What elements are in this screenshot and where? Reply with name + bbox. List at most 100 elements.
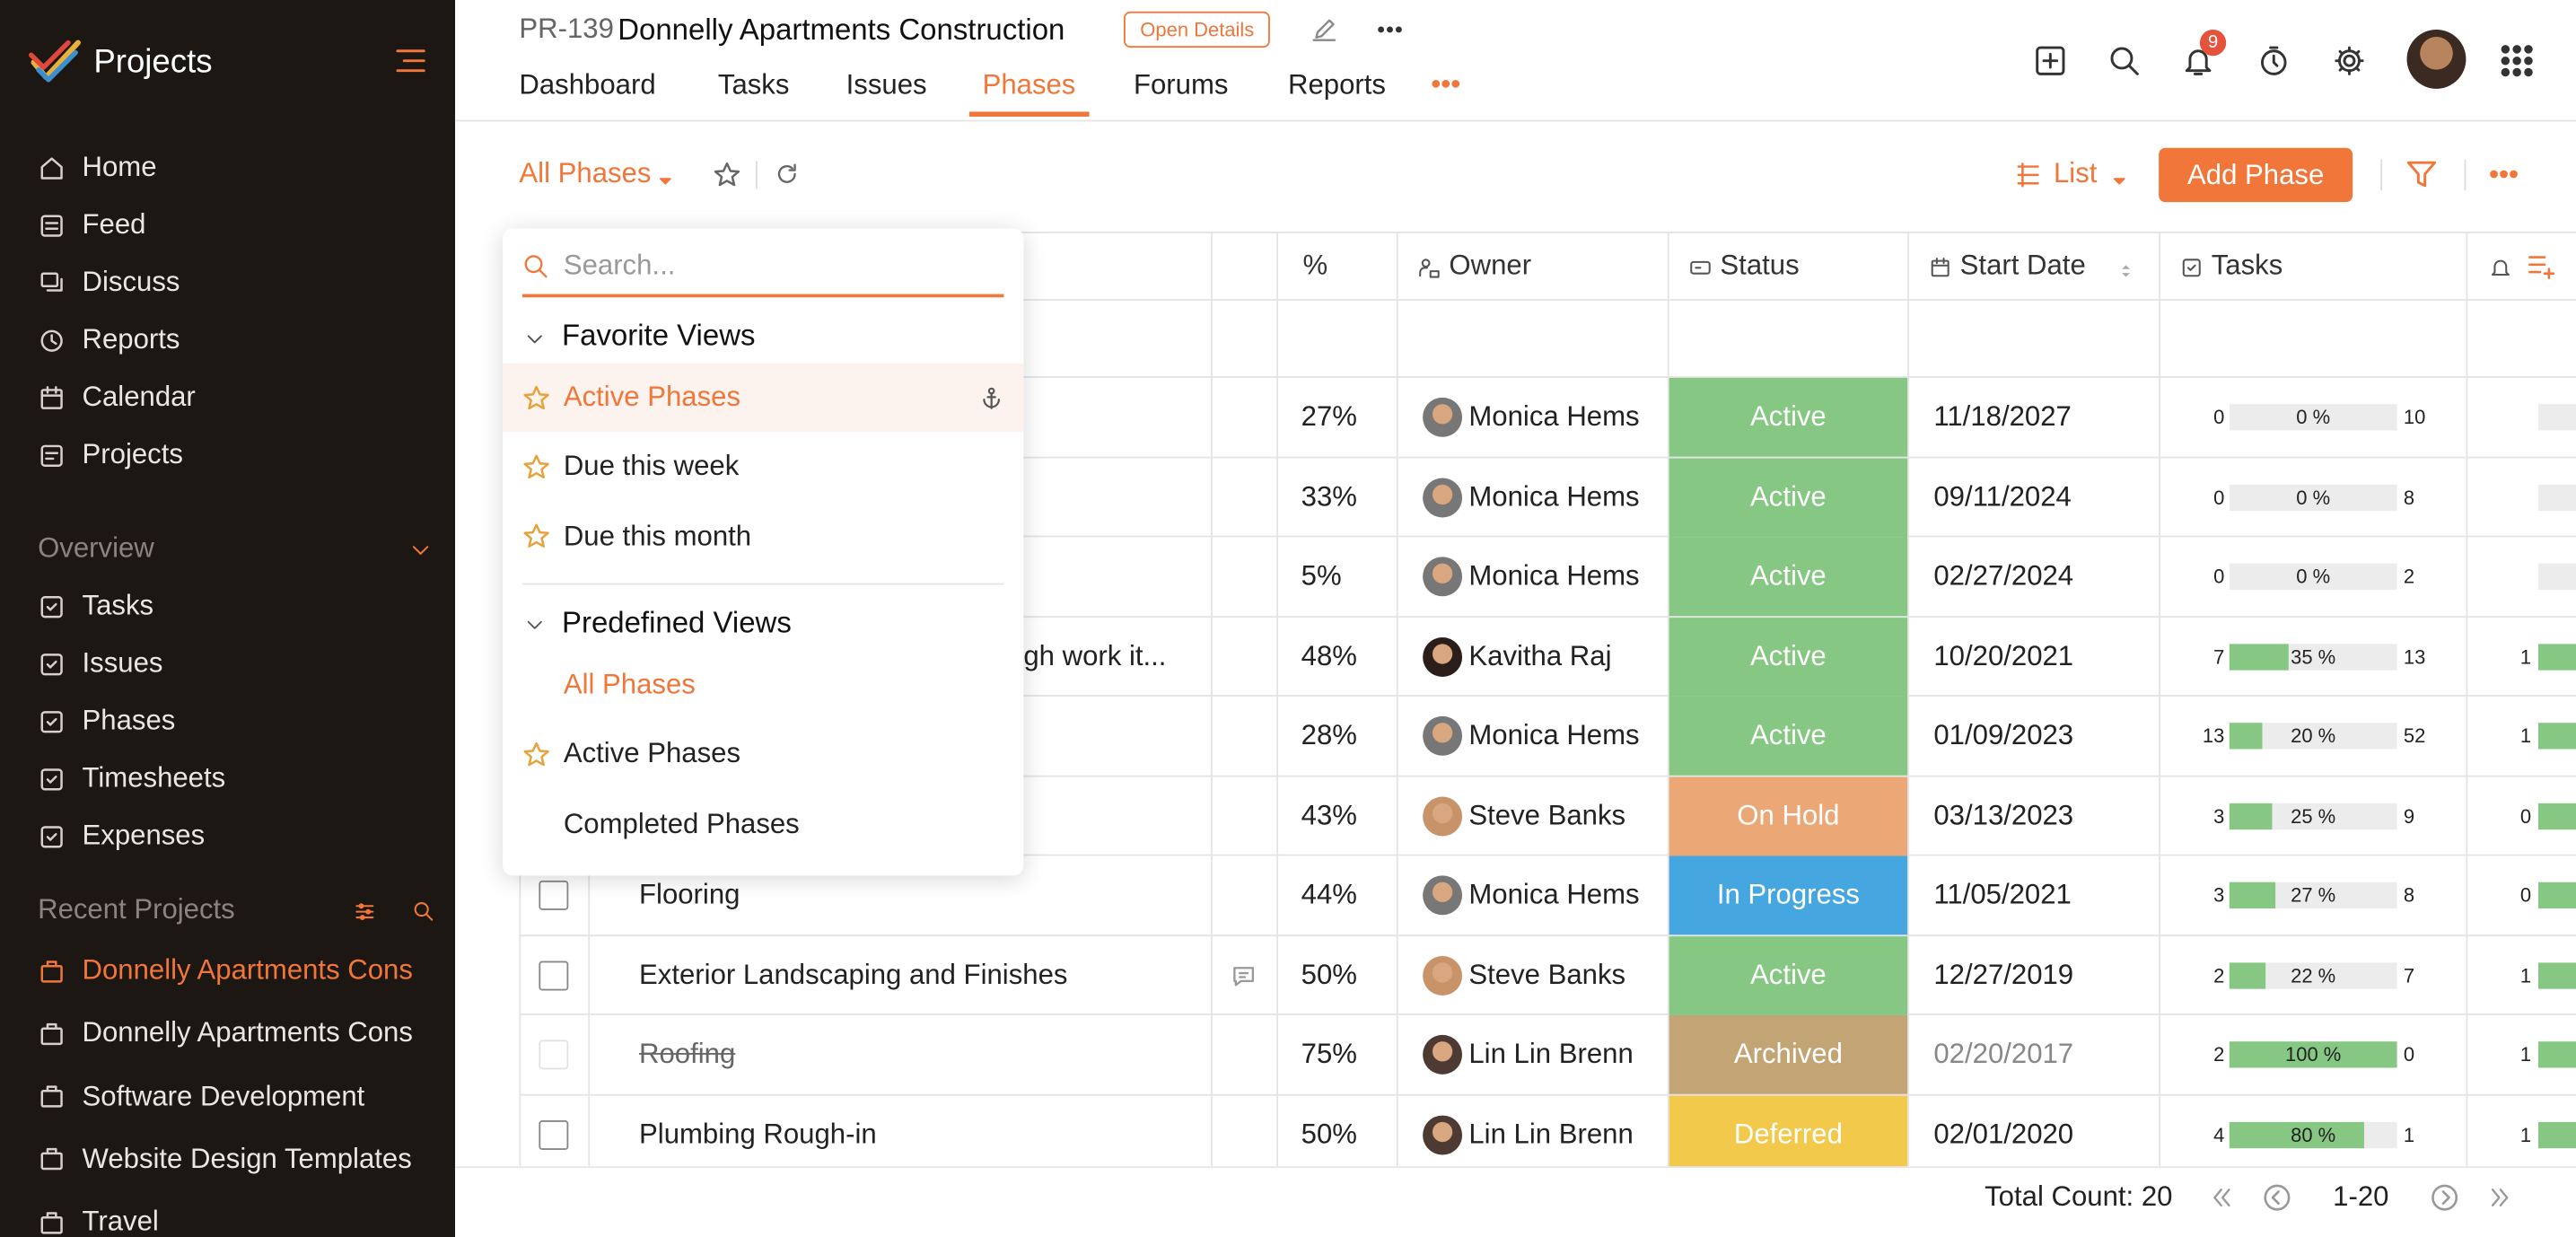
- add-icon[interactable]: [2034, 44, 2067, 77]
- refresh-icon[interactable]: [774, 161, 800, 187]
- star-icon[interactable]: [521, 741, 549, 768]
- view-selector[interactable]: All Phases: [519, 157, 652, 189]
- view-item[interactable]: Due this week: [563, 450, 740, 482]
- nav-item[interactable]: Discuss: [82, 266, 180, 298]
- table-row: [519, 697, 2576, 776]
- add-column-icon[interactable]: [2527, 251, 2556, 281]
- view-item[interactable]: All Phases: [563, 668, 696, 700]
- tab[interactable]: Issues: [846, 68, 927, 101]
- tabs-more[interactable]: [1429, 67, 1462, 101]
- tab[interactable]: Reports: [1288, 68, 1386, 101]
- recent-project[interactable]: Travel: [82, 1206, 159, 1237]
- tab[interactable]: Forums: [1133, 68, 1229, 101]
- search-input[interactable]: Search...: [563, 250, 676, 281]
- nav-item[interactable]: Calendar: [82, 381, 196, 413]
- sort-icon[interactable]: [2116, 256, 2136, 277]
- owner-name[interactable]: Steve Banks: [1468, 958, 1626, 990]
- first-page[interactable]: [2208, 1184, 2234, 1210]
- status-cell[interactable]: Active: [1669, 617, 1908, 697]
- view-item[interactable]: Active Phases: [563, 381, 741, 413]
- phase-name[interactable]: gh work it...: [1023, 639, 1167, 671]
- settings-icon[interactable]: [2333, 44, 2366, 77]
- owner-name[interactable]: Kavitha Raj: [1468, 639, 1612, 671]
- recent-project[interactable]: Software Development: [82, 1080, 365, 1112]
- logo: [29, 38, 81, 87]
- favorite-icon[interactable]: [712, 160, 740, 188]
- add-phase-button[interactable]: Add Phase: [2159, 147, 2353, 203]
- owner-name[interactable]: Monica Hems: [1468, 400, 1640, 433]
- phase-name[interactable]: Exterior Landscaping and Finishes: [639, 958, 1068, 990]
- nav-item[interactable]: Timesheets: [82, 762, 226, 794]
- owner-name[interactable]: Monica Hems: [1468, 719, 1640, 751]
- owner-name[interactable]: Monica Hems: [1468, 560, 1640, 592]
- status-cell[interactable]: Active: [1669, 696, 1908, 776]
- recent-search[interactable]: [412, 899, 435, 922]
- group-toggle[interactable]: [523, 324, 545, 346]
- column-icon: [1689, 255, 1713, 278]
- star-icon[interactable]: [521, 453, 549, 481]
- status-cell[interactable]: Active: [1669, 377, 1908, 457]
- nav-item[interactable]: Projects: [82, 438, 183, 470]
- nav-item[interactable]: Issues: [82, 647, 163, 679]
- status-cell[interactable]: Deferred: [1669, 1094, 1908, 1174]
- owner-name[interactable]: Lin Lin Brenn: [1468, 1118, 1634, 1150]
- recent-project[interactable]: Donnelly Apartments Cons: [82, 954, 413, 986]
- row-checkbox[interactable]: [539, 1119, 569, 1150]
- recent-settings[interactable]: [354, 899, 377, 922]
- group-toggle[interactable]: [523, 611, 545, 633]
- phase-name[interactable]: Roofing: [639, 1038, 736, 1070]
- view-item[interactable]: Completed Phases: [563, 807, 800, 839]
- status-cell[interactable]: Active: [1669, 457, 1908, 537]
- star-icon[interactable]: [521, 383, 549, 411]
- recent-project[interactable]: Donnelly Apartments Cons: [82, 1017, 413, 1049]
- status-cell[interactable]: Archived: [1669, 1014, 1908, 1094]
- status-cell[interactable]: Active: [1669, 537, 1908, 617]
- nav-item[interactable]: Phases: [82, 705, 176, 736]
- notifications-icon[interactable]: [2182, 44, 2215, 77]
- owner-name[interactable]: Monica Hems: [1468, 879, 1640, 910]
- row-checkbox[interactable]: [539, 880, 569, 910]
- next-page[interactable]: [2430, 1183, 2459, 1213]
- row-checkbox[interactable]: [539, 1040, 569, 1070]
- status-cell[interactable]: Active: [1669, 935, 1908, 1015]
- layout-selector[interactable]: List: [2054, 157, 2098, 189]
- comment-icon[interactable]: [1231, 961, 1257, 987]
- prev-page[interactable]: [2262, 1183, 2291, 1213]
- timer-icon[interactable]: [2257, 44, 2291, 77]
- anchor-icon[interactable]: [978, 385, 1003, 409]
- view-item[interactable]: Active Phases: [563, 738, 741, 769]
- status-cell[interactable]: In Progress: [1669, 855, 1908, 935]
- nav-item[interactable]: Tasks: [82, 589, 154, 621]
- nav-item[interactable]: Reports: [82, 323, 180, 355]
- nav-item[interactable]: Feed: [82, 208, 146, 241]
- user-avatar[interactable]: [2406, 29, 2466, 89]
- column-icon: [2180, 255, 2204, 278]
- nav-item[interactable]: Expenses: [82, 820, 206, 851]
- toolbar-more[interactable]: [2487, 158, 2520, 191]
- edit-icon[interactable]: [1311, 16, 1337, 42]
- progress-fill: [2229, 1120, 2364, 1148]
- nav-icon: [37, 707, 65, 735]
- owner-name[interactable]: Lin Lin Brenn: [1468, 1038, 1634, 1070]
- apps-icon[interactable]: [2501, 44, 2534, 77]
- phase-name[interactable]: Flooring: [639, 879, 740, 910]
- recent-project[interactable]: Website Design Templates: [82, 1143, 412, 1175]
- last-page[interactable]: [2487, 1184, 2513, 1210]
- owner-name[interactable]: Steve Banks: [1468, 799, 1626, 831]
- status-cell[interactable]: On Hold: [1669, 776, 1908, 855]
- filter-icon[interactable]: [2405, 158, 2439, 191]
- star-icon[interactable]: [521, 522, 549, 550]
- phase-name[interactable]: Plumbing Rough-in: [639, 1118, 877, 1150]
- tab[interactable]: Dashboard: [519, 68, 656, 101]
- search-icon[interactable]: [2107, 44, 2141, 77]
- tab[interactable]: Phases: [982, 68, 1076, 101]
- tab[interactable]: Tasks: [717, 68, 790, 101]
- nav-item[interactable]: Home: [82, 151, 157, 183]
- view-item[interactable]: Due this month: [563, 520, 752, 552]
- open-details-button[interactable]: Open Details: [1123, 11, 1271, 48]
- owner-name[interactable]: Monica Hems: [1468, 480, 1640, 513]
- row-checkbox[interactable]: [539, 960, 569, 990]
- more-icon[interactable]: [1375, 14, 1405, 44]
- menu-toggle[interactable]: [394, 44, 427, 77]
- overview-toggle[interactable]: [409, 537, 433, 560]
